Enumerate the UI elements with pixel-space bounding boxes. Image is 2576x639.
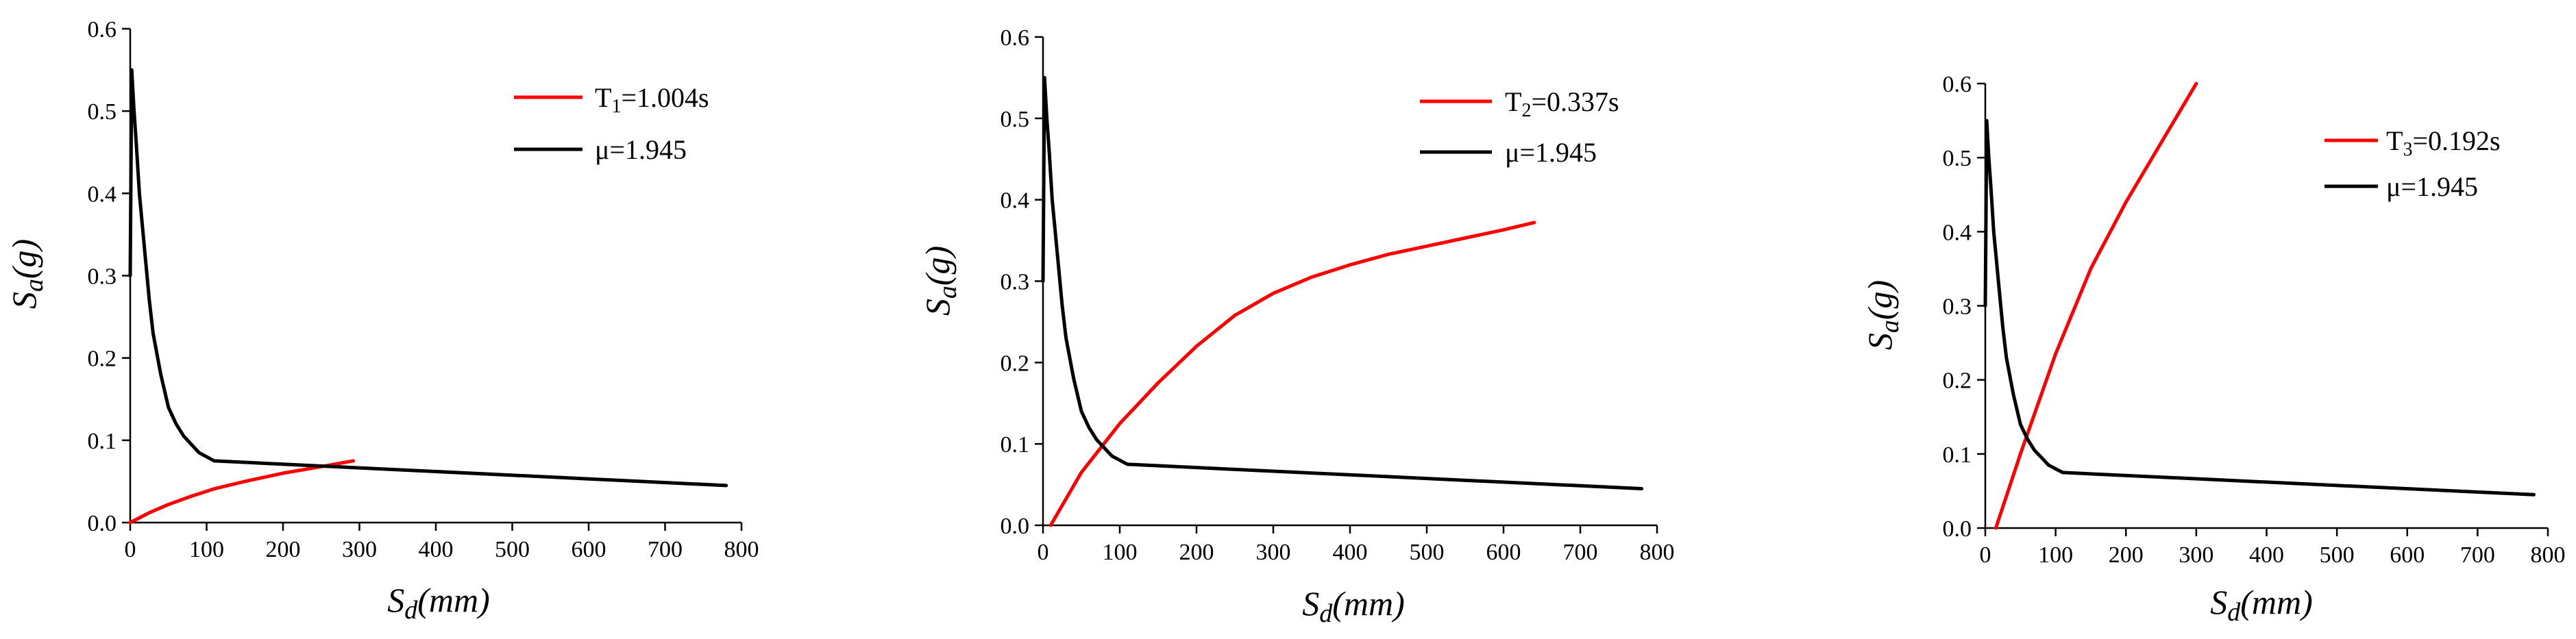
x-tick-label: 500 xyxy=(2320,542,2355,568)
legend-label-demand: T3=0.192s xyxy=(2386,125,2501,160)
x-tick-label: 700 xyxy=(1563,540,1598,565)
x-tick-label: 800 xyxy=(2531,542,2566,568)
x-tick-label: 500 xyxy=(495,537,530,562)
legend-label-capacity: μ=1.945 xyxy=(1505,137,1597,168)
y-tick-label: 0.0 xyxy=(1001,514,1030,539)
x-axis-label: Sd(mm) xyxy=(1302,584,1405,628)
x-tick-label: 200 xyxy=(2109,542,2144,568)
x-tick-label: 300 xyxy=(1256,540,1291,565)
x-tick-label: 700 xyxy=(648,537,683,562)
y-tick-label: 0.1 xyxy=(1001,432,1030,458)
x-axis-label: Sd(mm) xyxy=(2210,583,2313,627)
x-tick-label: 0 xyxy=(125,537,136,562)
y-tick-label: 0.5 xyxy=(88,99,117,125)
y-tick-label: 0.6 xyxy=(1001,25,1030,51)
chart-panel-3: 0 100 200 300 400 500 600 700 800 0.0 0.1 0.2 0.3 0.4… xyxy=(1861,72,2566,627)
series-line-capacity xyxy=(1983,118,2536,497)
x-tick-label: 100 xyxy=(2038,542,2073,568)
y-tick-label: 0.3 xyxy=(1943,295,1972,320)
x-tick-label: 400 xyxy=(2249,542,2284,568)
y-tick-label: 0.0 xyxy=(88,511,117,536)
x-tick-label: 600 xyxy=(2390,542,2425,568)
y-tick-label: 0.4 xyxy=(88,181,117,207)
y-tick-label: 0.2 xyxy=(88,347,117,372)
x-tick-label: 300 xyxy=(2179,542,2213,568)
y-tick-label: 0.2 xyxy=(1001,351,1030,376)
y-tick-label: 0.4 xyxy=(1943,220,1972,245)
x-tick-label: 700 xyxy=(2460,542,2495,568)
series-line-capacity xyxy=(128,68,728,488)
x-tick-label: 0 xyxy=(1980,542,1991,568)
y-tick-label: 0.2 xyxy=(1943,368,1972,394)
series-line-capacity xyxy=(1041,75,1644,490)
legend-label-demand: T1=1.004s xyxy=(595,82,709,117)
x-tick-label: 600 xyxy=(1486,540,1521,565)
legend-label-capacity: μ=1.945 xyxy=(595,134,687,165)
x-tick-label: 200 xyxy=(266,537,301,562)
x-tick-label: 400 xyxy=(419,537,454,562)
x-tick-label: 600 xyxy=(572,537,606,562)
series-line-demand xyxy=(128,459,356,525)
y-tick-label: 0.3 xyxy=(1001,270,1030,295)
x-tick-label: 200 xyxy=(1179,540,1214,565)
x-tick-label: 100 xyxy=(1103,540,1138,565)
y-tick-label: 0.5 xyxy=(1001,107,1030,132)
y-tick-label: 0.3 xyxy=(88,264,117,290)
y-tick-label: 0.6 xyxy=(88,17,117,42)
x-tick-label: 500 xyxy=(1410,540,1445,565)
y-tick-label: 0.5 xyxy=(1943,146,1972,171)
y-tick-label: 0.0 xyxy=(1943,516,1972,542)
y-tick-label: 0.1 xyxy=(88,429,117,454)
x-tick-label: 0 xyxy=(1038,540,1049,565)
y-axis-label: Sa(g) xyxy=(5,239,49,309)
x-tick-label: 100 xyxy=(189,537,224,562)
y-axis-label: Sa(g) xyxy=(918,246,962,316)
series-line-demand xyxy=(1048,221,1536,527)
chart-panel-2: 0 100 200 300 400 500 600 700 800 0.0 0.1 0.2 0.3 0.4… xyxy=(918,25,1675,628)
legend-label-demand: T2=0.337s xyxy=(1505,86,1619,121)
y-tick-label: 0.6 xyxy=(1943,72,1972,97)
x-tick-label: 400 xyxy=(1333,540,1368,565)
x-tick-label: 800 xyxy=(724,537,759,562)
legend-label-capacity: μ=1.945 xyxy=(2386,171,2478,202)
x-tick-label: 300 xyxy=(342,537,377,562)
y-axis-label: Sa(g) xyxy=(1861,280,1904,350)
series-line-demand xyxy=(1994,82,2198,530)
chart-panel-1: 0 100 200 300 400 500 600 700 800 0.0 0.1 0.2 0.3 0.4… xyxy=(5,17,759,625)
y-tick-label: 0.4 xyxy=(1001,188,1030,214)
x-tick-label: 800 xyxy=(1640,540,1675,565)
y-tick-label: 0.1 xyxy=(1943,442,1972,468)
x-axis-label: Sd(mm) xyxy=(387,581,490,625)
